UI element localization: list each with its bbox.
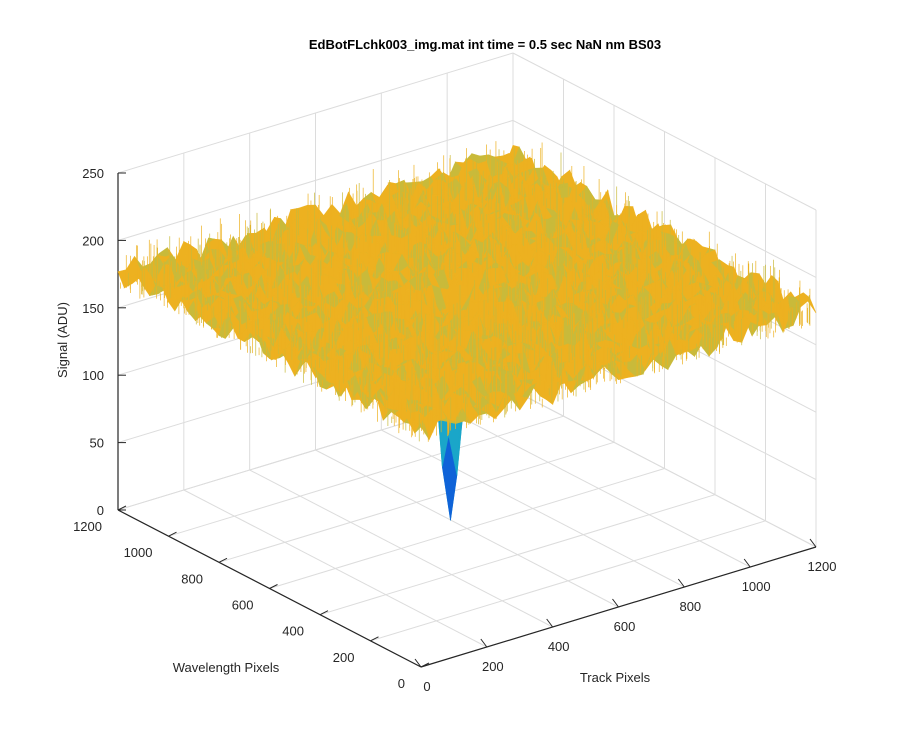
x-tick-label: 600 xyxy=(614,619,636,634)
y-tick-mark xyxy=(269,584,278,589)
z-tick-label: 250 xyxy=(82,166,104,181)
x-tick-mark xyxy=(743,558,751,568)
z-tick-label: 150 xyxy=(82,301,104,316)
y-tick-mark xyxy=(370,636,379,642)
x-tick-mark xyxy=(480,638,488,648)
back-wall-grid-line-z xyxy=(117,52,514,174)
y-tick-mark xyxy=(319,610,329,616)
axes xyxy=(117,172,817,668)
x-axis-label: Track Pixels xyxy=(580,670,651,685)
y-tick-mark xyxy=(218,557,228,563)
side-wall-grid-line-z xyxy=(512,119,817,278)
x-tick-label: 800 xyxy=(679,599,701,614)
surface-plot xyxy=(117,141,817,521)
back-wall-grid-line-z xyxy=(117,119,514,241)
x-tick-mark xyxy=(677,578,685,588)
x-tick-label: 1000 xyxy=(742,579,771,594)
side-wall-grid-line-z xyxy=(512,389,817,548)
x-tick-mark xyxy=(414,658,422,668)
y-tick-mark xyxy=(168,531,177,537)
floor-grid-line-y xyxy=(319,494,716,616)
side-wall-grid-line-z xyxy=(512,52,817,211)
floor-grid-line-y xyxy=(218,441,615,563)
floor-grid-line-y xyxy=(269,468,665,589)
z-tick-label: 200 xyxy=(82,233,104,248)
z-tick-label: 100 xyxy=(82,368,104,383)
y-tick-mark xyxy=(420,662,430,668)
y-tick-mark xyxy=(117,505,127,511)
z-tick-label: 50 xyxy=(90,436,104,451)
chart-title: EdBotFLchk003_img.mat int time = 0.5 sec… xyxy=(309,37,661,52)
y-tick-label: 1200 xyxy=(73,519,102,534)
x-tick-label: 1200 xyxy=(808,559,837,574)
y-tick-label: 200 xyxy=(333,650,355,665)
y-tick-label: 1000 xyxy=(124,545,153,560)
y-tick-label: 0 xyxy=(398,676,405,691)
x-tick-mark xyxy=(809,538,817,548)
z-axis-label: Signal (ADU) xyxy=(55,302,70,378)
y-tick-label: 800 xyxy=(181,571,203,586)
floor-grid-line-y xyxy=(168,415,564,537)
x-tick-mark xyxy=(546,618,554,628)
x-tick-label: 400 xyxy=(548,639,570,654)
tick-labels: 0200400600800100012000200400600800100012… xyxy=(73,166,836,694)
y-axis-label: Wavelength Pixels xyxy=(173,660,280,675)
x-tick-label: 0 xyxy=(423,679,430,694)
y-tick-label: 400 xyxy=(282,624,304,639)
x-tick-label: 200 xyxy=(482,659,504,674)
y-tick-label: 600 xyxy=(232,598,254,613)
floor-grid-line-y xyxy=(370,520,766,642)
x-tick-mark xyxy=(612,598,619,608)
z-tick-label: 0 xyxy=(97,503,104,518)
